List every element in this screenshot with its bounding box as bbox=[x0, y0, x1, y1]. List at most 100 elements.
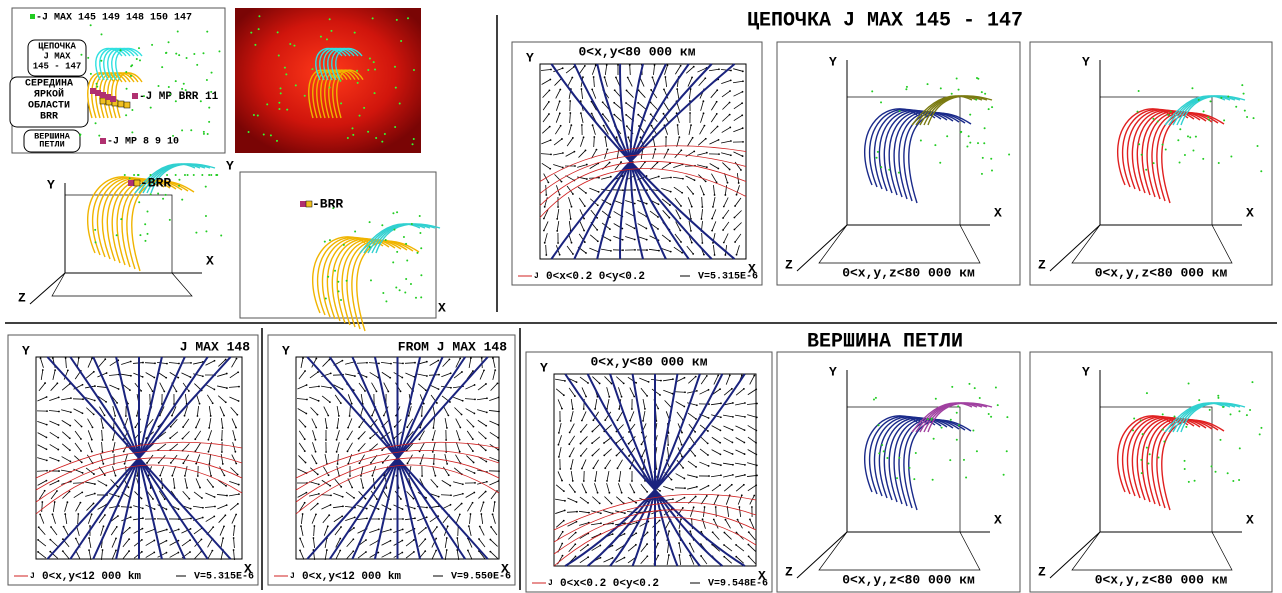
arrow-head bbox=[497, 449, 499, 451]
arrow-head bbox=[725, 519, 727, 521]
vector-arrow bbox=[298, 493, 307, 498]
dot bbox=[168, 86, 170, 88]
arrow-head bbox=[691, 242, 693, 244]
arrow-head bbox=[315, 439, 317, 441]
vector-arrow bbox=[545, 197, 548, 207]
dot bbox=[1184, 468, 1186, 470]
dot bbox=[124, 174, 126, 176]
arrow-head bbox=[226, 495, 228, 497]
vector-arrow bbox=[419, 539, 426, 547]
dot bbox=[400, 40, 402, 42]
vector-arrow bbox=[749, 556, 756, 563]
vector-arrow bbox=[570, 113, 571, 123]
arrow-head bbox=[46, 410, 48, 412]
arrow-head bbox=[597, 492, 599, 494]
arrow-head bbox=[740, 169, 742, 171]
arrow-head bbox=[474, 482, 476, 484]
arrow-head bbox=[128, 538, 130, 540]
vector-arrow bbox=[571, 411, 573, 421]
vector-arrow bbox=[615, 162, 621, 170]
vector-arrow bbox=[663, 486, 672, 489]
arrow-head bbox=[631, 408, 633, 410]
arrow-head bbox=[485, 437, 487, 439]
vector-arrow bbox=[667, 447, 668, 457]
arrow-head bbox=[492, 513, 494, 515]
vector-arrow bbox=[382, 541, 391, 546]
vector-arrow bbox=[735, 198, 741, 206]
dot bbox=[1211, 465, 1213, 467]
arrow-head bbox=[313, 537, 315, 539]
vector-arrow bbox=[195, 443, 200, 451]
arrow-head bbox=[706, 166, 708, 168]
vector-arrow bbox=[665, 77, 666, 87]
vector-arrow bbox=[673, 164, 682, 167]
vector-arrow bbox=[62, 420, 70, 425]
arrow-head bbox=[742, 141, 744, 143]
dot bbox=[187, 174, 189, 176]
arrow-head bbox=[339, 550, 341, 552]
arrow-head bbox=[729, 374, 731, 376]
dot bbox=[80, 54, 82, 56]
vector-arrow bbox=[65, 502, 68, 512]
vector-arrow bbox=[51, 491, 57, 499]
arrow-head bbox=[353, 497, 355, 499]
dot bbox=[927, 83, 929, 85]
vector-arrow bbox=[594, 483, 597, 493]
vector-arrow bbox=[643, 411, 645, 421]
arrow-head bbox=[581, 420, 583, 422]
dot bbox=[320, 36, 322, 38]
legend-label: V=9.548E-6 bbox=[708, 579, 768, 590]
dot bbox=[175, 174, 177, 176]
arrow-head bbox=[682, 467, 684, 469]
arrow-head bbox=[118, 496, 120, 498]
arrow-head bbox=[327, 415, 329, 417]
dot bbox=[951, 93, 953, 95]
arrow-head bbox=[583, 408, 585, 410]
arrow-head bbox=[614, 89, 616, 91]
arrow-head bbox=[549, 89, 551, 91]
arrow-head bbox=[575, 556, 577, 558]
arrow-head bbox=[474, 384, 476, 386]
arrow-head bbox=[732, 429, 734, 431]
arrow-head bbox=[134, 426, 136, 428]
arrow-head bbox=[585, 252, 587, 254]
vector-arrow bbox=[543, 90, 550, 97]
vector-arrow bbox=[369, 529, 378, 532]
dot bbox=[169, 93, 171, 95]
vector-arrow bbox=[74, 492, 82, 497]
dot bbox=[385, 239, 387, 241]
arrow-head bbox=[603, 454, 605, 456]
arrow-head bbox=[364, 498, 366, 500]
vector-arrow bbox=[724, 198, 728, 207]
arrow-head bbox=[695, 496, 697, 498]
arrow-head bbox=[210, 415, 212, 417]
vector-arrow bbox=[581, 448, 587, 456]
arrow-head bbox=[694, 455, 696, 457]
arrow-head bbox=[708, 475, 710, 477]
bounding-box bbox=[1072, 225, 1232, 263]
vector-arrow bbox=[312, 419, 316, 428]
legend-label: J bbox=[30, 572, 35, 581]
dot bbox=[346, 280, 348, 282]
bounding-box bbox=[819, 532, 980, 570]
vector-arrow bbox=[38, 433, 47, 438]
vector-arrow bbox=[727, 507, 728, 517]
vector-arrow bbox=[735, 450, 744, 454]
arrow-head bbox=[42, 369, 44, 371]
arrow-head bbox=[646, 543, 648, 545]
arrow-head bbox=[580, 431, 582, 433]
dot bbox=[966, 145, 968, 147]
arrow-head bbox=[141, 498, 143, 500]
arrow-head bbox=[712, 531, 714, 533]
vector-arrow bbox=[556, 389, 564, 395]
dot bbox=[178, 54, 180, 56]
vector-arrow bbox=[493, 370, 495, 380]
arrow-head bbox=[569, 100, 571, 102]
vector-arrow bbox=[489, 397, 498, 400]
dot bbox=[258, 15, 260, 17]
dot bbox=[96, 86, 98, 88]
vector-arrow bbox=[677, 89, 679, 99]
arrow-head bbox=[58, 470, 60, 472]
vector-arrow bbox=[335, 395, 341, 403]
dot bbox=[338, 290, 340, 292]
